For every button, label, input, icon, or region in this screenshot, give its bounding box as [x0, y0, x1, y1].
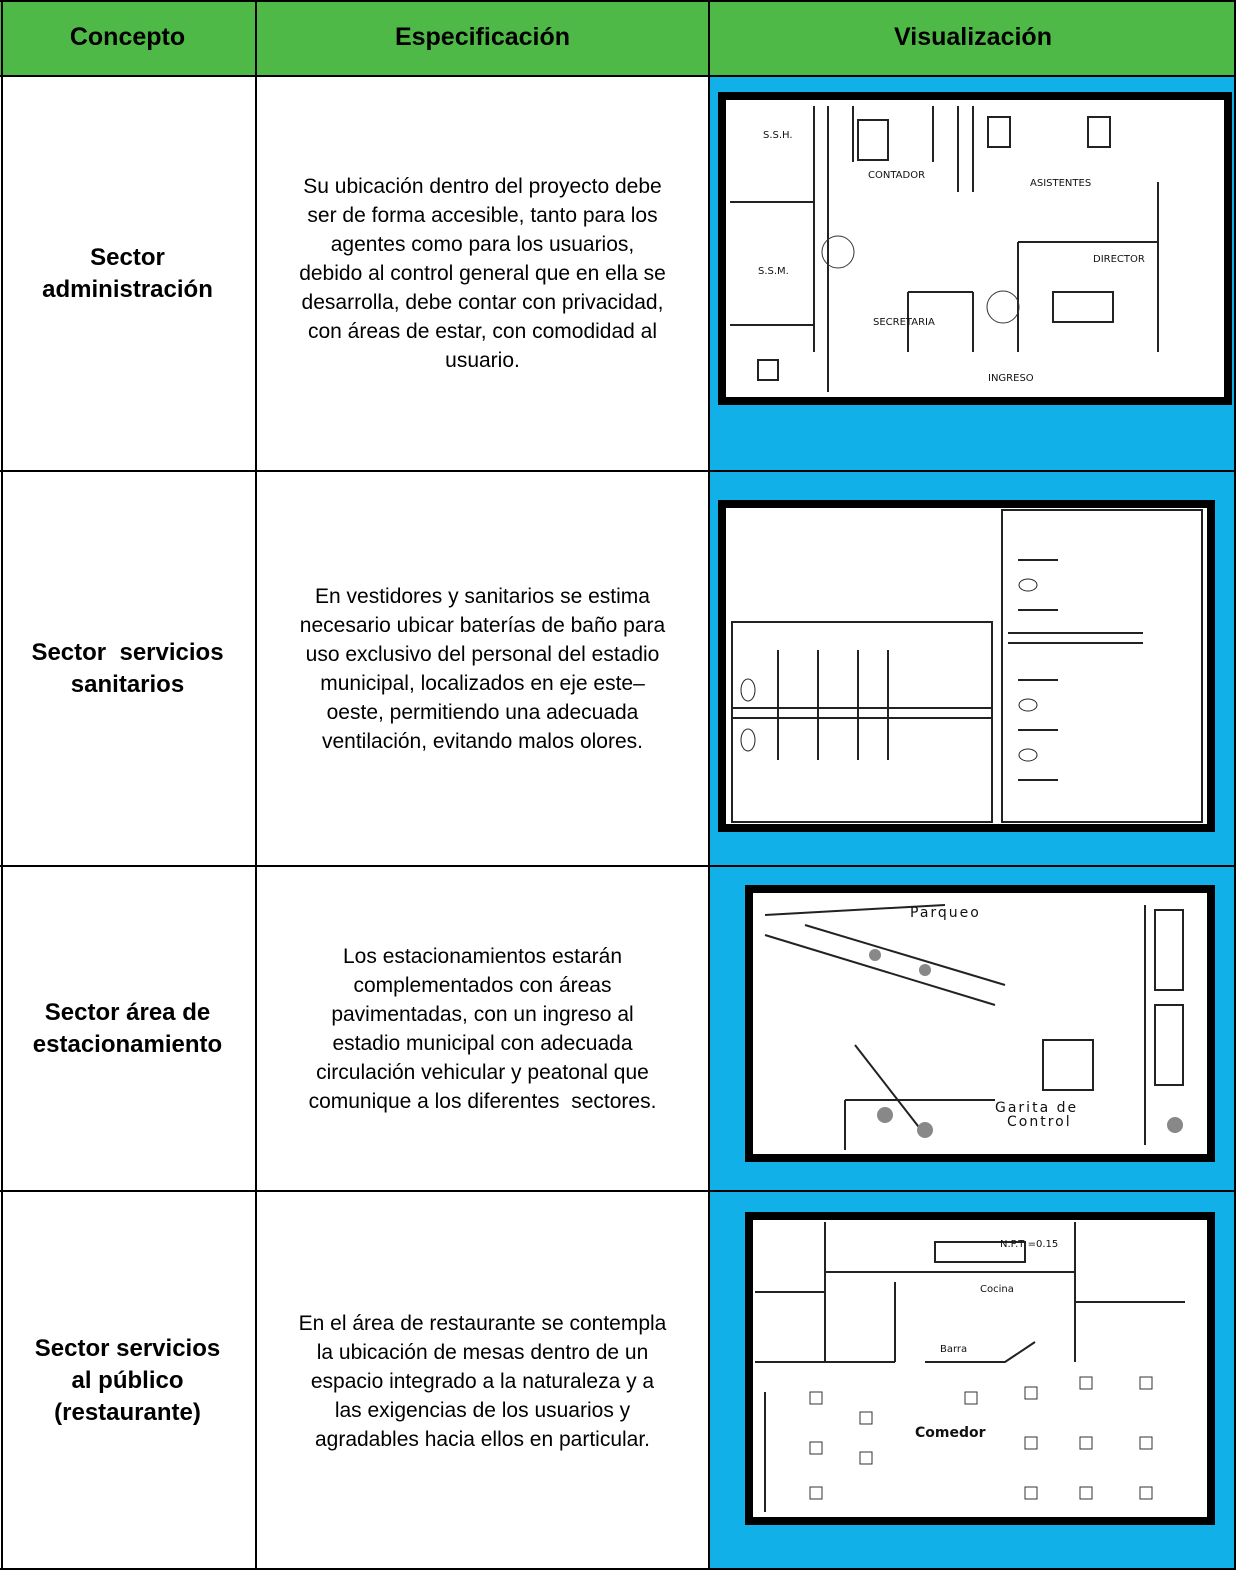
specification-cell: Los estacionamientos estarán complementad… [257, 867, 708, 1190]
specification-line: ventilación, evitando malos olores. [321, 729, 643, 753]
table-border [0, 865, 1236, 867]
plan-label: CONTADOR [868, 170, 925, 181]
floor-plan: Parqueo Garita de Control [745, 885, 1215, 1162]
floor-plan: Comedor Cocina Barra N.P.T =0.15 [745, 1212, 1215, 1525]
specification-line: debido al control general que en ella se [299, 262, 666, 285]
plan-label: Control [1007, 1114, 1072, 1130]
table-border [0, 1568, 1236, 1570]
concept-line: Sector servicios [31, 638, 224, 666]
specification-line: complementados con áreas [353, 973, 612, 997]
concept-line: (restaurante) [54, 1399, 201, 1426]
specification-line: la ubicación de mesas dentro de un [316, 1340, 649, 1364]
concept-cell: Sector administración [0, 77, 255, 470]
column-header: Especificación [257, 0, 708, 75]
plan-label: S.S.H. [763, 130, 793, 141]
specification-line: Su ubicación dentro del proyecto debe [303, 175, 662, 198]
specification-line: ser de forma accesible, tanto para los [307, 204, 658, 227]
specification-line: las exigencias de los usuarios y [334, 1398, 631, 1422]
concept-cell: Sector servicios sanitarios [0, 472, 255, 865]
specification-line: oeste, permitiendo una adecuada [326, 700, 639, 724]
concept-line: estacionamiento [32, 1030, 223, 1058]
table-border [0, 0, 1236, 2]
specification-line: estadio municipal con adecuada [332, 1031, 633, 1055]
specification-line: Los estacionamientos estarán [343, 944, 622, 968]
specification-line: usuario. [445, 349, 520, 372]
specification-line: pavimentadas, con un ingreso al [331, 1002, 634, 1026]
specification-line: agentes como para los usuarios, [330, 233, 635, 256]
specification-line: necesario ubicar baterías de baño para [299, 613, 666, 637]
specification-line: desarrolla, debe contar con privacidad, [301, 291, 664, 314]
concept-cell: Sector área de estacionamiento [0, 867, 255, 1190]
specification-line: circulación vehicular y peatonal que [316, 1060, 649, 1084]
concept-line: Sector servicios [34, 1335, 221, 1362]
specification-line: espacio integrado a la naturaleza y a [310, 1369, 655, 1393]
plan-label: INGRESO [988, 373, 1034, 384]
plan-label: Cocina [980, 1284, 1014, 1295]
table-border [1234, 0, 1236, 1570]
column-header: Visualización [710, 0, 1236, 75]
plan-label: Garita de [995, 1100, 1078, 1116]
plan-label: DIRECTOR [1093, 254, 1145, 265]
plan-label: S.S.M. [758, 266, 789, 277]
plan-label: Parqueo [910, 905, 981, 921]
concept-line: administración [42, 275, 213, 303]
column-header: Concepto [0, 0, 255, 75]
table-border [0, 470, 1236, 472]
specification-line: uso exclusivo del personal del estadio [305, 642, 660, 666]
plan-label: Barra [940, 1344, 967, 1355]
floor-plan [718, 500, 1215, 832]
table-border [708, 0, 710, 1570]
concept-cell: Sector servicios al público (restaurante) [0, 1192, 255, 1570]
table-border [255, 0, 257, 1570]
specification-cell: Su ubicación dentro del proyecto debe ser… [257, 77, 708, 470]
specification-line: En el área de restaurante se contempla [298, 1311, 667, 1335]
specification-line: agradables hacia ellos en particular. [314, 1427, 651, 1451]
concept-line: sanitarios [70, 670, 185, 698]
specification-line: con áreas de estar, con comodidad al [307, 320, 658, 343]
plan-label: ASISTENTES [1030, 178, 1091, 189]
specification-cell: En el área de restaurante se contempla la… [257, 1192, 708, 1570]
table-border [1, 0, 3, 1570]
plan-label: N.P.T =0.15 [1000, 1239, 1058, 1250]
specification-line: En vestidores y sanitarios se estima [315, 584, 650, 608]
concept-line: al público [71, 1367, 184, 1394]
plan-label: Comedor [915, 1425, 986, 1441]
table-border [0, 75, 1236, 77]
specification-line: comunique a los diferentes sectores. [308, 1089, 657, 1113]
specification-line: municipal, localizados en eje este– [320, 671, 645, 695]
table-border [0, 1190, 1236, 1192]
concept-line: Sector área de [44, 998, 211, 1026]
concept-line: Sector [90, 243, 165, 271]
plan-label: SECRETARIA [873, 317, 935, 328]
floor-plan: S.S.H. CONTADOR ASISTENTES S.S.M. DIRECT… [718, 92, 1232, 405]
specification-cell: En vestidores y sanitarios se estima nece… [257, 472, 708, 865]
